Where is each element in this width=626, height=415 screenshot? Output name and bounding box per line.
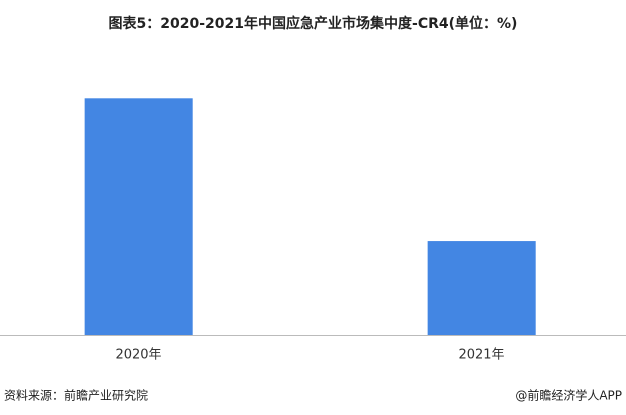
bar: [84, 98, 193, 335]
bar: [427, 241, 536, 335]
x-tick-label: 2020年: [115, 348, 161, 363]
chart-title: 图表5：2020-2021年中国应急产业市场集中度-CR4(单位：%): [109, 15, 518, 32]
x-tick-label: 2021年: [458, 348, 504, 363]
source: 资料来源：前瞻产业研究院: [4, 388, 148, 403]
credit: @前瞻经济学人APP: [515, 388, 622, 403]
